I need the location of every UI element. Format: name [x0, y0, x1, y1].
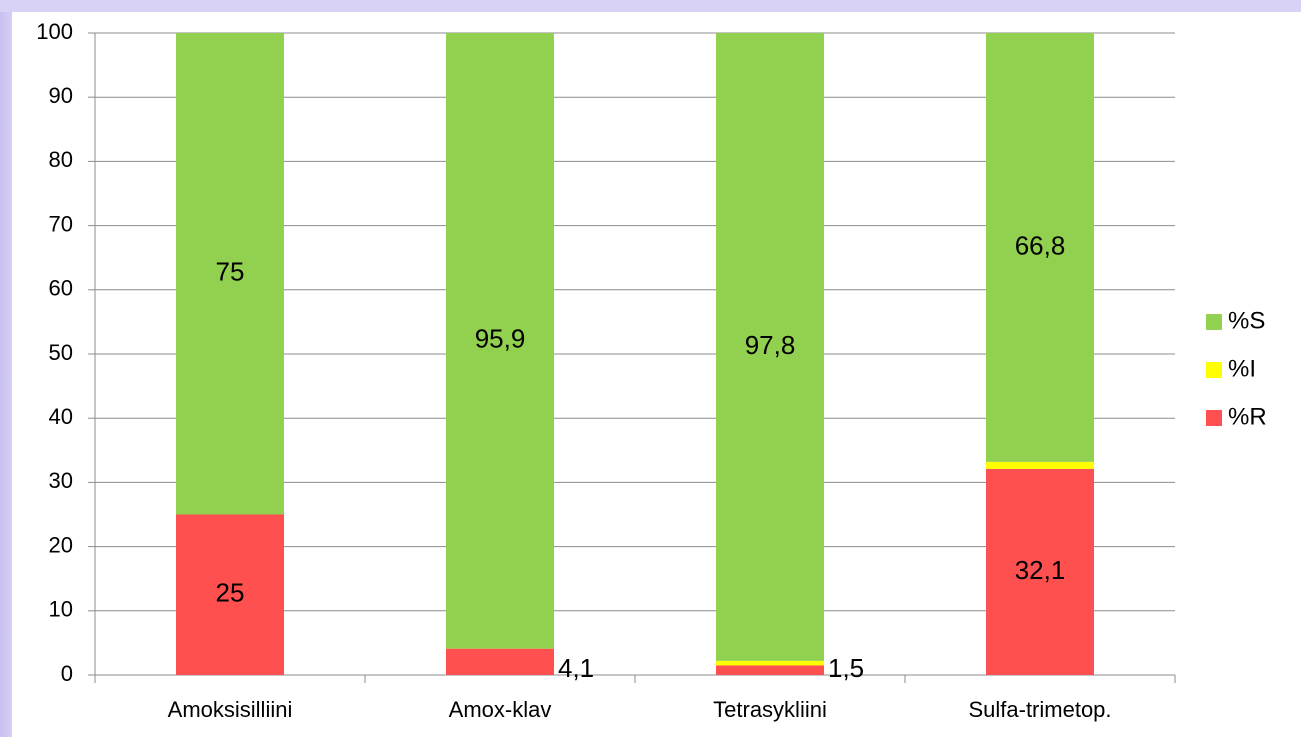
y-tick-label: 100	[36, 19, 73, 44]
value-label: 95,9	[475, 324, 526, 354]
y-tick-label: 50	[49, 340, 73, 365]
value-label: 97,8	[745, 330, 796, 360]
value-label: 4,1	[558, 653, 594, 683]
y-tick-label: 10	[49, 597, 73, 622]
legend-swatch	[1206, 314, 1222, 330]
bar-segment	[716, 660, 824, 666]
bar-segment	[176, 514, 284, 675]
y-tick-label: 80	[49, 147, 73, 172]
legend-swatch	[1206, 362, 1222, 378]
y-tick-label: 90	[49, 83, 73, 108]
value-label: 1,5	[828, 653, 864, 683]
y-tick-label: 20	[49, 532, 73, 557]
top-frame	[0, 0, 1301, 12]
x-tick-label: Sulfa-trimetop.	[968, 697, 1111, 722]
bar-segment	[716, 665, 824, 675]
bar-segment	[986, 461, 1094, 469]
bar-segment	[446, 648, 554, 675]
bar-segment	[176, 33, 284, 515]
bar-segment	[986, 33, 1094, 462]
y-tick-label: 30	[49, 468, 73, 493]
value-label: 25	[216, 578, 245, 608]
value-label: 75	[216, 257, 245, 287]
value-label: 32,1	[1015, 555, 1066, 585]
bar-segment	[716, 33, 824, 661]
x-tick-label: Amox-klav	[449, 697, 552, 722]
legend-label: %I	[1228, 355, 1256, 382]
x-tick-label: Tetrasykliini	[713, 697, 827, 722]
x-tick-label: Amoksisilliini	[168, 697, 293, 722]
legend-label: %S	[1228, 307, 1265, 334]
value-label: 66,8	[1015, 230, 1066, 260]
y-tick-label: 60	[49, 276, 73, 301]
y-tick-label: 0	[61, 661, 73, 686]
y-tick-label: 70	[49, 211, 73, 236]
legend-label: %R	[1228, 403, 1267, 430]
bar-segment	[446, 33, 554, 649]
y-tick-label: 40	[49, 404, 73, 429]
bar-segment	[986, 468, 1094, 675]
legend-swatch	[1206, 410, 1222, 426]
